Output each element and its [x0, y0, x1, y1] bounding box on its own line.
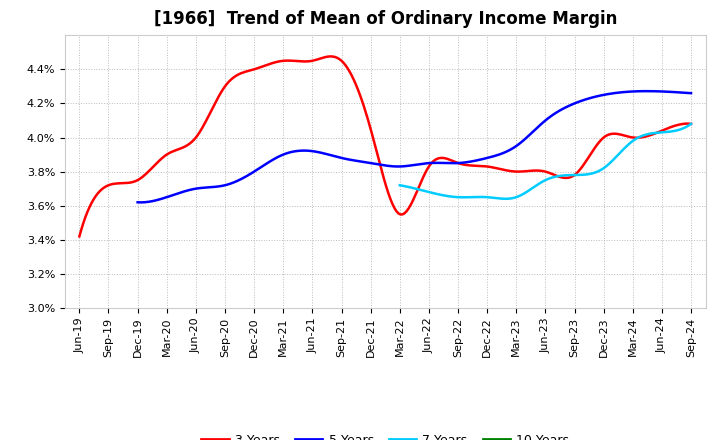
Title: [1966]  Trend of Mean of Ordinary Income Margin: [1966] Trend of Mean of Ordinary Income …: [153, 10, 617, 28]
3 Years: [327, 54, 336, 59]
7 Years: [397, 183, 405, 188]
3 Years: [75, 234, 84, 239]
5 Years: [464, 159, 473, 165]
7 Years: [575, 172, 583, 178]
Line: 3 Years: 3 Years: [79, 56, 691, 236]
7 Years: [502, 196, 510, 202]
5 Years: [602, 92, 611, 97]
3 Years: [441, 156, 450, 161]
7 Years: [570, 172, 578, 178]
7 Years: [395, 183, 404, 188]
Line: 7 Years: 7 Years: [400, 124, 691, 199]
7 Years: [687, 121, 696, 126]
3 Years: [439, 155, 448, 161]
Legend: 3 Years, 5 Years, 7 Years, 10 Years: 3 Years, 5 Years, 7 Years, 10 Years: [196, 429, 575, 440]
3 Years: [451, 160, 460, 165]
5 Years: [463, 160, 472, 165]
7 Years: [660, 129, 669, 135]
3 Years: [687, 121, 696, 126]
7 Years: [642, 132, 651, 137]
5 Years: [636, 88, 645, 94]
Line: 5 Years: 5 Years: [138, 91, 691, 202]
3 Years: [77, 227, 86, 232]
5 Years: [687, 91, 696, 96]
5 Years: [133, 200, 142, 205]
3 Years: [593, 142, 601, 147]
5 Years: [135, 200, 144, 205]
5 Years: [137, 200, 145, 205]
5 Years: [474, 158, 482, 163]
7 Years: [569, 172, 577, 178]
3 Years: [631, 135, 640, 140]
5 Years: [642, 88, 651, 94]
